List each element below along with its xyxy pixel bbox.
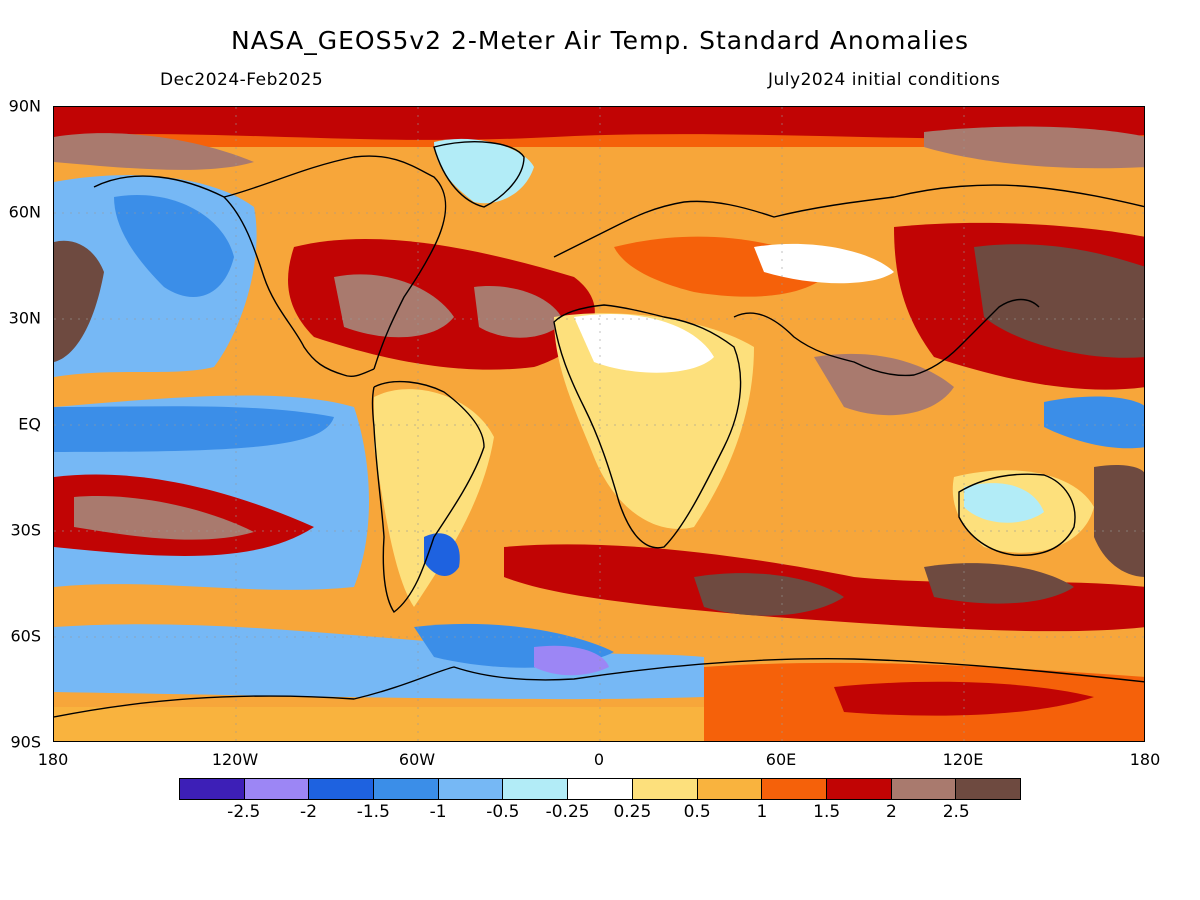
west-pacific-brown <box>54 240 104 362</box>
lon-label-180e: 180 <box>1129 750 1161 769</box>
colorbar-box <box>309 779 375 799</box>
argentina-cool <box>424 533 460 577</box>
colorbar-label: 0.25 <box>613 802 652 822</box>
lon-label-180w: 180 <box>37 750 69 769</box>
us-brown-patch <box>334 274 454 338</box>
colorbar-box <box>826 779 892 799</box>
colorbar-box <box>568 779 633 799</box>
north-pacific-brown <box>974 244 1144 358</box>
south-indian-brown <box>694 573 844 616</box>
colorbar-label: -1.5 <box>356 802 390 822</box>
arctic-hot-band <box>54 107 1144 140</box>
lon-label-120w: 120W <box>211 750 259 769</box>
colorbar-label: -2 <box>300 802 318 822</box>
weddell-cold-core <box>534 645 609 676</box>
alaska-cool-core <box>114 195 234 297</box>
lat-label-30s: 30S <box>10 520 41 540</box>
colorbar-box <box>632 779 698 799</box>
west-pacific-cool <box>1044 396 1144 449</box>
colorbar-label: 2 <box>886 802 897 822</box>
colorbar-label: 2.5 <box>942 802 970 822</box>
colorbar-box <box>762 779 827 799</box>
colorbar-label: 0.5 <box>683 802 711 822</box>
greenland-cool <box>434 138 534 204</box>
lat-label-eq: EQ <box>18 414 41 434</box>
antarctic-interior <box>54 707 704 741</box>
colorbar-label: 1.5 <box>813 802 841 822</box>
lat-label-60s: 60S <box>10 626 41 646</box>
colorbar-box <box>180 779 245 799</box>
colorbar-box <box>438 779 504 799</box>
anomaly-map <box>53 106 1145 742</box>
colorbar-box <box>244 779 310 799</box>
colorbar-box <box>956 779 1020 799</box>
lon-label-0: 0 <box>593 750 605 769</box>
east-antarctic-hot <box>834 681 1094 716</box>
colorbar <box>179 778 1021 800</box>
south-pacific-brown <box>74 496 254 540</box>
forecast-period: Dec2024-Feb2025 <box>160 70 324 90</box>
lat-label-90n: 90N <box>8 96 41 116</box>
tasman-brown <box>1094 465 1144 577</box>
colorbar-label: 1 <box>756 802 768 822</box>
lon-label-120e: 120E <box>942 750 984 769</box>
colorbar-label: -1 <box>429 802 447 822</box>
coastlines <box>54 141 1144 718</box>
colorbar-label: -0.5 <box>486 802 520 822</box>
central-asia-neutral <box>754 243 894 284</box>
graticule <box>54 107 1144 741</box>
arctic-brown-patch-east <box>924 126 1144 169</box>
colorbar-box <box>374 779 439 799</box>
africa-mild <box>554 313 754 529</box>
arctic-brown-patch-west <box>54 133 254 170</box>
equatorial-pacific-cool <box>54 406 334 452</box>
colorbar-label: -2.5 <box>227 802 261 822</box>
map-title: NASA_GEOS5v2 2-Meter Air Temp. Standard … <box>231 26 969 55</box>
lat-label-60n: 60N <box>8 202 41 222</box>
sahara-neutral <box>574 313 714 373</box>
south-asia-brown <box>814 353 954 416</box>
australia-cool <box>964 483 1044 523</box>
lat-label-90s: 90S <box>10 732 41 752</box>
lon-label-60w: 60W <box>398 750 436 769</box>
colorbar-box <box>891 779 957 799</box>
south-america-mild <box>374 389 494 607</box>
lon-label-60e: 60E <box>765 750 797 769</box>
south-indian-brown-east <box>924 563 1074 604</box>
initial-conditions: July2024 initial conditions <box>768 70 1001 90</box>
atlantic-brown-patch <box>474 286 564 338</box>
colorbar-box <box>697 779 763 799</box>
colorbar-label: -0.25 <box>545 802 590 822</box>
colorbar-box <box>503 779 569 799</box>
lat-label-30n: 30N <box>8 308 41 328</box>
anomaly-field <box>54 107 1144 741</box>
